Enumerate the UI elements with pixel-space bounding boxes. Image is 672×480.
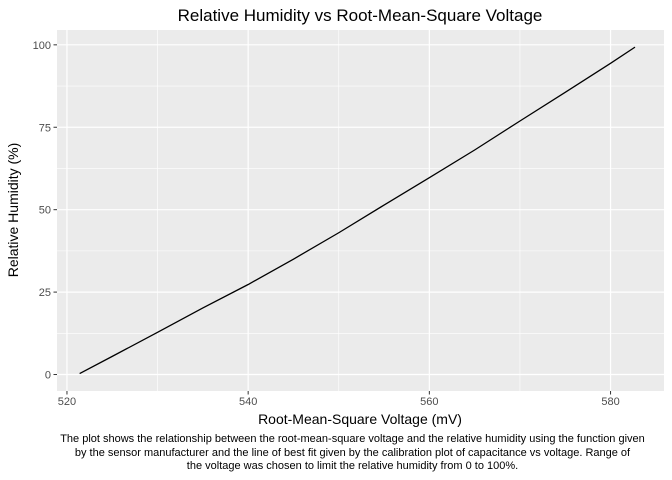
caption-line: by the sensor manufacturer and the line …	[74, 446, 631, 459]
figure-caption: The plot shows the relationship between …	[30, 433, 672, 474]
chart: Relative Humidity vs Root-Mean-Square Vo…	[5, 6, 664, 427]
grid-major	[57, 30, 664, 391]
chart-title: Relative Humidity vs Root-Mean-Square Vo…	[178, 6, 543, 25]
caption-line: the voltage was chosen to limit the rela…	[186, 460, 519, 472]
y-tick-label: 50	[39, 205, 51, 217]
plot-panel	[57, 30, 664, 391]
x-tick-label: 560	[420, 396, 438, 408]
y-tick-label: 25	[39, 287, 51, 299]
y-tick-label: 100	[33, 40, 51, 52]
y-tick-label: 0	[45, 370, 51, 382]
x-tick-label: 540	[239, 396, 257, 408]
x-tick-label: 520	[58, 396, 76, 408]
grid-minor	[57, 30, 664, 391]
x-tick-label: 580	[601, 396, 619, 408]
caption-line: The plot shows the relationship between …	[60, 433, 645, 445]
series-line	[79, 46, 636, 375]
y-tick-label: 75	[39, 122, 51, 134]
y-axis-title: Relative Humidity (%)	[5, 143, 21, 278]
series-layer	[79, 46, 636, 375]
y-axis: 0 25 50 75 100	[33, 40, 57, 382]
x-axis-title: Root-Mean-Square Voltage (mV)	[258, 411, 462, 427]
x-axis: 520 540 560 580	[58, 391, 620, 408]
